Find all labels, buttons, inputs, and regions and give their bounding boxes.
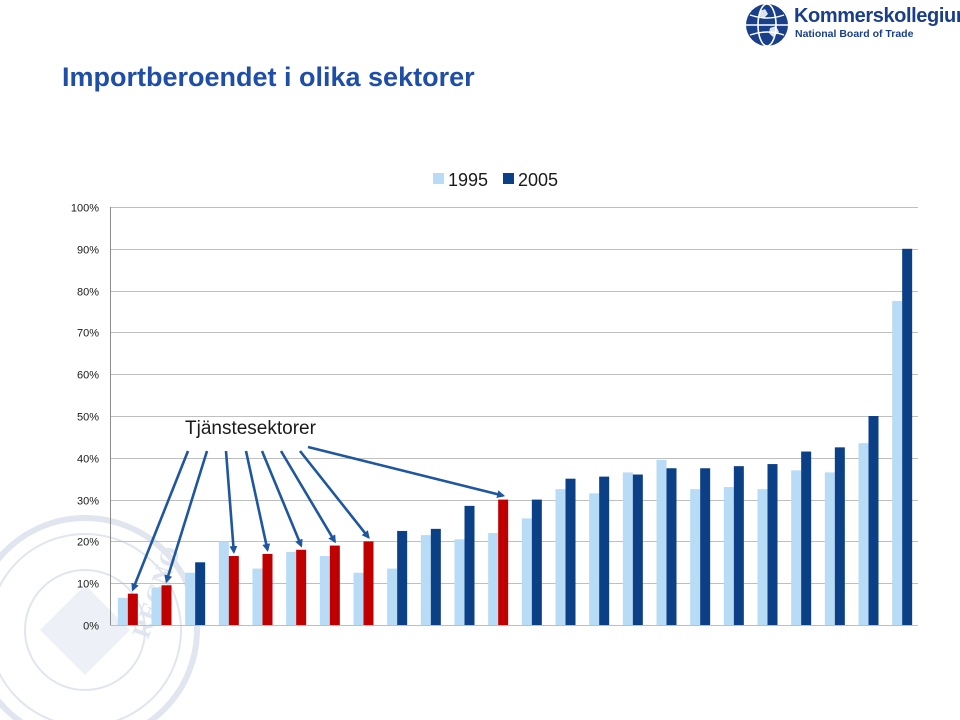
bar-1995: [690, 489, 701, 625]
bar-2005: [195, 562, 206, 625]
y-axis-ticks: 0% 10% 20% 30% 40% 50% 60% 70% 80% 90% 100%: [71, 203, 99, 633]
bar-2005: [801, 451, 812, 625]
bar-1995: [454, 539, 465, 625]
annotation-label: Tjänstesektorer: [185, 418, 317, 439]
annotation-arrow: [244, 450, 271, 552]
bar-1995: [656, 459, 667, 625]
y-tick-label: 0%: [83, 621, 99, 633]
bar-1995: [387, 568, 398, 625]
bar-2005: [531, 499, 542, 625]
slide-title: Importberoendet i olika sektorer: [62, 62, 475, 92]
annotation-arrow: [224, 450, 238, 555]
bar-2005: [397, 530, 408, 625]
bar-1995: [252, 568, 263, 625]
bar-2005-service: [329, 545, 340, 625]
y-tick-label: 20%: [77, 537, 99, 549]
y-tick-label: 50%: [77, 412, 99, 424]
bar-1995: [892, 301, 903, 625]
legend-swatch-2005: [503, 173, 514, 184]
bar-1995: [488, 533, 499, 625]
bar-1995: [420, 535, 431, 625]
bar-2005-service: [262, 553, 273, 625]
bar-1995: [589, 493, 600, 625]
y-tick-label: 70%: [77, 328, 99, 340]
bar-1995: [319, 556, 330, 625]
bar-2005: [565, 478, 576, 625]
annotation-arrows: [131, 445, 506, 592]
bar-2005: [834, 447, 845, 625]
bar-2005-service: [161, 585, 172, 625]
bar-1995: [791, 470, 802, 625]
bar-2005-service: [296, 549, 307, 625]
annotation-arrow: [131, 450, 190, 592]
bar-1995: [858, 443, 869, 625]
bar-2005: [464, 505, 475, 625]
bar-2005: [700, 468, 711, 625]
bar-1995: [185, 572, 196, 625]
legend-swatch-1995: [433, 173, 444, 184]
bar-2005: [666, 468, 677, 625]
y-tick-label: 80%: [77, 287, 99, 299]
bar-2005: [599, 476, 610, 625]
bar-2005-service: [363, 541, 374, 625]
annotation-arrow: [260, 450, 303, 548]
bar-2005-service: [127, 593, 138, 625]
bar-2005: [733, 466, 744, 625]
bar-1995: [151, 587, 162, 625]
y-tick-label: 100%: [71, 203, 99, 215]
grid-lines: [110, 207, 918, 626]
bar-1995: [757, 489, 768, 625]
legend-label-2005: 2005: [518, 170, 558, 190]
bar-2005: [902, 248, 913, 626]
annotation-arrow: [307, 445, 506, 499]
bar-2005: [767, 464, 778, 625]
bar-2005-service: [228, 556, 239, 625]
logo-subtitle: National Board of Trade: [795, 28, 914, 40]
bar-1995: [723, 487, 734, 625]
bar-1995: [353, 572, 364, 625]
annotation-arrow: [298, 450, 370, 539]
bar-2005: [430, 528, 441, 625]
y-tick-label: 90%: [77, 245, 99, 257]
legend-label-1995: 1995: [448, 170, 488, 190]
bar-1995: [117, 597, 128, 625]
y-tick-label: 40%: [77, 454, 99, 466]
bars: [117, 248, 913, 626]
bar-1995: [555, 489, 566, 625]
bar-2005: [632, 474, 643, 625]
logo: Kommerskollegium National Board of Trade: [744, 2, 960, 48]
bar-2005-service: [498, 499, 509, 625]
y-tick-label: 10%: [77, 579, 99, 591]
annotation-arrow: [279, 450, 336, 544]
globe-icon: [746, 3, 788, 47]
bar-1995: [824, 472, 835, 625]
annotation-arrow: [164, 450, 209, 584]
bar-1995: [521, 518, 532, 625]
bar-2005: [868, 416, 879, 625]
legend: 1995 2005: [433, 170, 558, 190]
y-tick-label: 60%: [77, 370, 99, 382]
bar-1995: [286, 551, 297, 625]
bar-1995: [218, 541, 229, 625]
bar-1995: [622, 472, 633, 625]
y-tick-label: 30%: [77, 496, 99, 508]
logo-name: Kommerskollegium: [794, 5, 960, 27]
